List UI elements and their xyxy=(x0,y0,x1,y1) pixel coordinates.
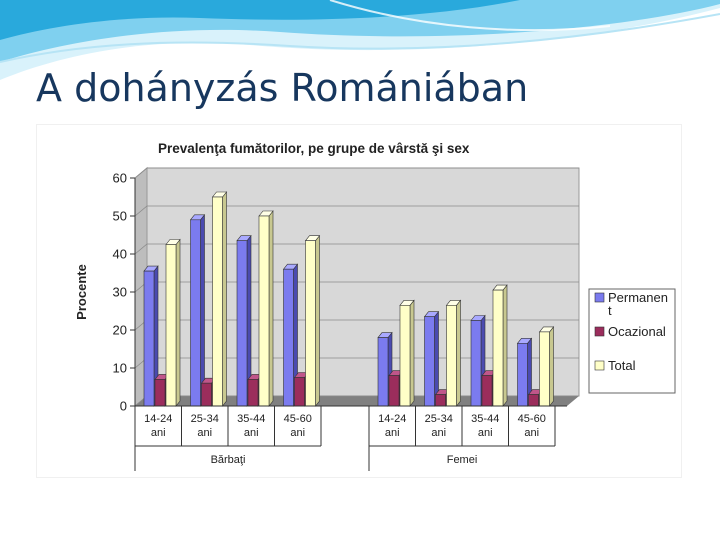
legend-swatch-1 xyxy=(594,326,605,337)
bar-2-5 xyxy=(445,299,462,407)
bar-front xyxy=(399,305,411,407)
legend-label: Ocazional xyxy=(608,324,666,339)
bar-2-1 xyxy=(211,191,228,407)
bar-chart: Prevalenţa fumătorilor, pe grupe de vârs… xyxy=(74,141,676,471)
bar-side xyxy=(549,326,554,407)
bar-2-6 xyxy=(492,284,508,407)
x-tick-label: ani xyxy=(197,427,212,439)
bar-front xyxy=(481,375,493,407)
bar-front xyxy=(446,305,457,407)
y-tick-label: 60 xyxy=(113,171,127,186)
bar-front xyxy=(470,320,482,407)
bar-side xyxy=(409,299,415,407)
x-tick-label: ani xyxy=(431,427,446,439)
x-tick-label: ani xyxy=(385,427,400,439)
bar-front xyxy=(212,196,223,407)
x-tick-label: ani xyxy=(478,427,493,439)
bar-front xyxy=(517,343,528,407)
bar-front xyxy=(528,394,539,407)
bar-front xyxy=(236,240,248,407)
bar-front xyxy=(247,379,259,407)
bar-front xyxy=(294,377,305,407)
bar-side xyxy=(175,238,181,407)
x-tick-label: 35-44 xyxy=(471,413,499,425)
slide-title: A dohányzás Romániában xyxy=(36,66,529,110)
bar-side xyxy=(456,299,461,407)
x-tick-label: 45-60 xyxy=(284,413,312,425)
gridline xyxy=(134,205,579,217)
bar-2-3 xyxy=(304,234,321,407)
bar-2-7 xyxy=(538,326,555,407)
bar-front xyxy=(154,379,166,407)
legend-label: Total xyxy=(608,358,636,373)
bar-side xyxy=(502,284,508,407)
y-tick-label: 10 xyxy=(113,361,127,376)
gridline xyxy=(134,243,579,255)
group-label: Bărbaţi xyxy=(211,454,246,466)
chart-panel: Prevalenţa fumătorilor, pe grupe de vârs… xyxy=(36,124,682,478)
bar-front xyxy=(283,268,294,407)
x-tick-label: 25-34 xyxy=(425,413,453,425)
y-tick-label: 50 xyxy=(113,209,127,224)
bar-2-4 xyxy=(399,299,415,407)
y-tick-label: 30 xyxy=(113,285,127,300)
bar-side xyxy=(200,213,205,407)
bar-front xyxy=(190,219,201,407)
bar-2-2 xyxy=(258,210,274,407)
bar-front xyxy=(143,270,155,407)
bar-0-5 xyxy=(423,310,440,407)
x-tick-label: ani xyxy=(244,427,259,439)
x-tick-label: 25-34 xyxy=(191,413,219,425)
bar-0-1 xyxy=(189,213,206,407)
x-tick-label: ani xyxy=(524,427,539,439)
group-label: Femei xyxy=(447,454,478,466)
x-tick-label: 45-60 xyxy=(518,413,546,425)
legend-swatch-0 xyxy=(594,292,605,303)
bar-front xyxy=(539,331,550,407)
bar-front xyxy=(305,240,316,407)
bar-front xyxy=(492,289,504,407)
y-tick-label: 0 xyxy=(120,399,127,414)
bar-side xyxy=(222,191,227,407)
chart-title: Prevalenţa fumătorilor, pe grupe de vârs… xyxy=(158,141,470,156)
x-tick-label: 14-24 xyxy=(378,413,406,425)
bar-front xyxy=(201,382,212,407)
y-tick-label: 40 xyxy=(113,247,127,262)
x-tick-label: ani xyxy=(290,427,305,439)
legend-swatch-2 xyxy=(594,360,605,371)
y-axis-label: Procente xyxy=(74,264,89,320)
bar-front xyxy=(165,244,177,407)
bar-front xyxy=(377,337,389,407)
header-wave-decoration xyxy=(0,0,720,80)
bar-front xyxy=(435,394,446,407)
bar-side xyxy=(268,210,274,407)
legend-label: t xyxy=(608,303,612,318)
bar-front xyxy=(258,215,270,407)
bar-2-0 xyxy=(165,238,181,407)
bar-0-2 xyxy=(236,234,252,407)
bar-0-7 xyxy=(516,337,533,407)
legend-box xyxy=(588,288,676,394)
bar-front xyxy=(388,375,400,407)
gridline xyxy=(134,167,579,179)
bar-side xyxy=(315,234,320,407)
legend-label: Permanen xyxy=(608,290,668,305)
x-tick-label: 14-24 xyxy=(144,413,172,425)
bar-front xyxy=(424,316,435,407)
y-tick-label: 20 xyxy=(113,323,127,338)
x-tick-label: ani xyxy=(151,427,166,439)
x-tick-label: 35-44 xyxy=(237,413,265,425)
